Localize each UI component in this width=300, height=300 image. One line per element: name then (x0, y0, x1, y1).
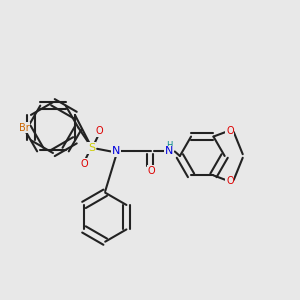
Text: Br: Br (19, 123, 29, 133)
Text: H: H (166, 141, 172, 150)
Text: N: N (112, 146, 120, 157)
Text: N: N (165, 146, 174, 157)
Text: O: O (148, 166, 155, 176)
Text: O: O (226, 126, 234, 136)
Text: O: O (95, 126, 103, 136)
Text: O: O (80, 159, 88, 169)
Text: O: O (226, 176, 234, 186)
Text: S: S (88, 142, 95, 153)
